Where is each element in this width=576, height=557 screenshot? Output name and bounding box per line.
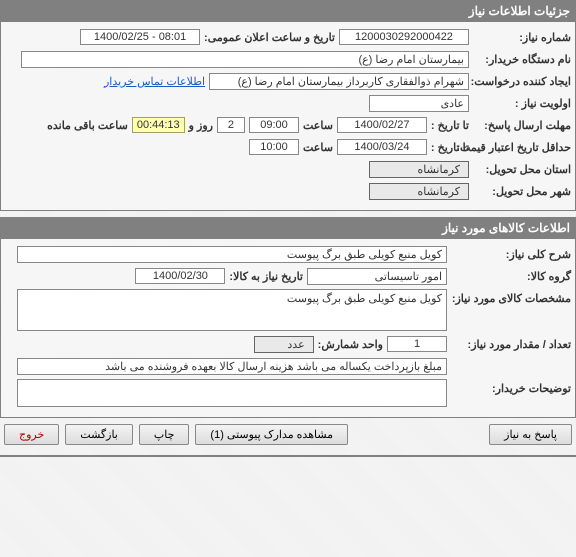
- requestor-value: شهرام ذوالفقاری کاربرداز بیمارستان امام …: [209, 73, 469, 90]
- items-body: شرح کلی نیاز: کویل منبع کویلی طبق برگ پی…: [0, 239, 576, 418]
- remain-days: 2: [217, 117, 245, 133]
- button-bar: خروج بازگشت چاپ مشاهده مدارک پیوستی (1) …: [0, 418, 576, 451]
- province-select[interactable]: کرمانشاه: [369, 161, 469, 178]
- buyer-notes-label: توضیحات خریدار:: [451, 379, 571, 395]
- requestor-label: ایجاد کننده درخواست:: [473, 75, 571, 88]
- general-desc-label: شرح کلی نیاز:: [451, 248, 571, 261]
- buyer-contact-link[interactable]: اطلاعات تماس خریدار: [104, 75, 205, 88]
- spec-label: مشخصات کالای مورد نیاز:: [451, 289, 571, 305]
- need-number-value: 1200030292000422: [339, 29, 469, 45]
- back-button[interactable]: بازگشت: [65, 424, 133, 445]
- cred-deadline-label: حداقل تاریخ اعتبار قیمت:: [473, 141, 571, 154]
- cred-hour-label: ساعت: [303, 141, 333, 154]
- need-date-value: 1400/02/30: [135, 268, 225, 284]
- cred-hour: 10:00: [249, 139, 299, 155]
- day-and-label: روز و: [189, 119, 213, 132]
- remain-time: 00:44:13: [132, 117, 185, 133]
- attachments-button[interactable]: مشاهده مدارک پیوستی (1): [195, 424, 348, 445]
- public-announce-value: 1400/02/25 - 08:01: [80, 29, 200, 45]
- general-desc-value: کویل منبع کویلی طبق برگ پیوست: [17, 246, 447, 263]
- city-label: شهر محل تحویل:: [473, 185, 571, 198]
- exit-button[interactable]: خروج: [4, 424, 59, 445]
- group-value: امور تاسیساتی: [307, 268, 447, 285]
- buyer-label: نام دستگاه خریدار:: [473, 53, 571, 66]
- need-date-label: تاریخ نیاز به کالا:: [229, 270, 303, 283]
- priority-value: عادی: [369, 95, 469, 112]
- cred-to-date-label: تا تاریخ :: [431, 141, 469, 154]
- unit-select[interactable]: عدد: [254, 336, 314, 353]
- need-details-header: جزئیات اطلاعات نیاز: [0, 0, 576, 22]
- spec-value: کویل منبع کویلی طبق برگ پیوست: [17, 289, 447, 331]
- province-label: استان محل تحویل:: [473, 163, 571, 176]
- qty-label: تعداد / مقدار مورد نیاز:: [451, 338, 571, 351]
- print-button[interactable]: چاپ: [139, 424, 190, 445]
- reply-date: 1400/02/27: [337, 117, 427, 133]
- group-label: گروه کالا:: [451, 270, 571, 283]
- remain-label: ساعت باقی مانده: [47, 119, 128, 132]
- unit-label: واحد شمارش:: [318, 338, 383, 351]
- buyer-notes-value: [17, 379, 447, 407]
- items-header: اطلاعات کالاهای مورد نیاز: [0, 217, 576, 239]
- reply-to-date-label: تا تاریخ :: [431, 119, 469, 132]
- note-value: مبلغ بازپرداخت یکساله می باشد هزینه ارسا…: [17, 358, 447, 375]
- need-number-label: شماره نیاز:: [473, 31, 571, 44]
- qty-value: 1: [387, 336, 447, 352]
- city-select[interactable]: کرمانشاه: [369, 183, 469, 200]
- priority-label: اولویت نیاز :: [473, 97, 571, 110]
- reply-hour: 09:00: [249, 117, 299, 133]
- public-announce-label: تاریخ و ساعت اعلان عمومی:: [204, 31, 335, 44]
- respond-button[interactable]: پاسخ به نیاز: [489, 424, 572, 445]
- need-details-body: شماره نیاز: 1200030292000422 تاریخ و ساع…: [0, 22, 576, 211]
- buyer-value: بیمارستان امام رضا (ع): [21, 51, 469, 68]
- cred-date: 1400/03/24: [337, 139, 427, 155]
- reply-hour-label: ساعت: [303, 119, 333, 132]
- reply-deadline-label: مهلت ارسال پاسخ:: [473, 119, 571, 132]
